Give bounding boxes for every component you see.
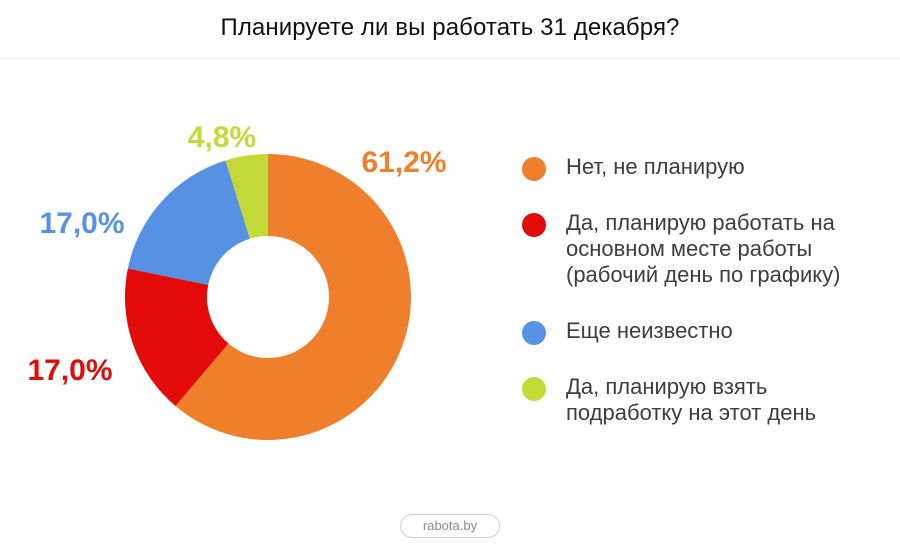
legend-swatch-2 — [522, 213, 546, 237]
legend-item-2: Да, планирую работать на основном месте … — [522, 210, 892, 288]
legend-swatch-1 — [522, 157, 546, 181]
donut-slice-4 — [225, 154, 268, 239]
slice-value-label-3: 17,0% — [39, 207, 124, 240]
source-badge[interactable]: rabota.by — [400, 514, 500, 538]
legend-item-3: Еще неизвестно — [522, 318, 892, 345]
donut-slice-3 — [127, 160, 250, 285]
slice-value-label-2: 17,0% — [27, 354, 112, 387]
donut-slice-1 — [175, 154, 412, 440]
legend-swatch-3 — [522, 321, 546, 345]
legend-label-2: Да, планирую работать на основном месте … — [566, 210, 841, 287]
donut-slices — [125, 154, 412, 440]
legend-label-1: Нет, не планирую — [566, 154, 745, 179]
slice-value-label-4: 4,8% — [188, 121, 256, 154]
slice-value-label-1: 61,2% — [361, 146, 446, 179]
title-divider — [0, 58, 900, 59]
legend-item-4: Да, планирую взять подработку на этот де… — [522, 374, 892, 426]
legend-swatch-4 — [522, 377, 546, 401]
legend-label-4: Да, планирую взять подработку на этот де… — [566, 374, 817, 425]
legend-label-3: Еще неизвестно — [566, 318, 733, 343]
legend-item-1: Нет, не планирую — [522, 154, 892, 181]
chart-legend: Нет, не планирую Да, планирую работать на… — [522, 154, 892, 456]
donut-slice-2 — [125, 268, 229, 407]
slice-labels: 61,2% 17,0% 17,0% 4,8% — [27, 121, 446, 387]
chart-title: Планируете ли вы работать 31 декабря? — [220, 14, 680, 41]
